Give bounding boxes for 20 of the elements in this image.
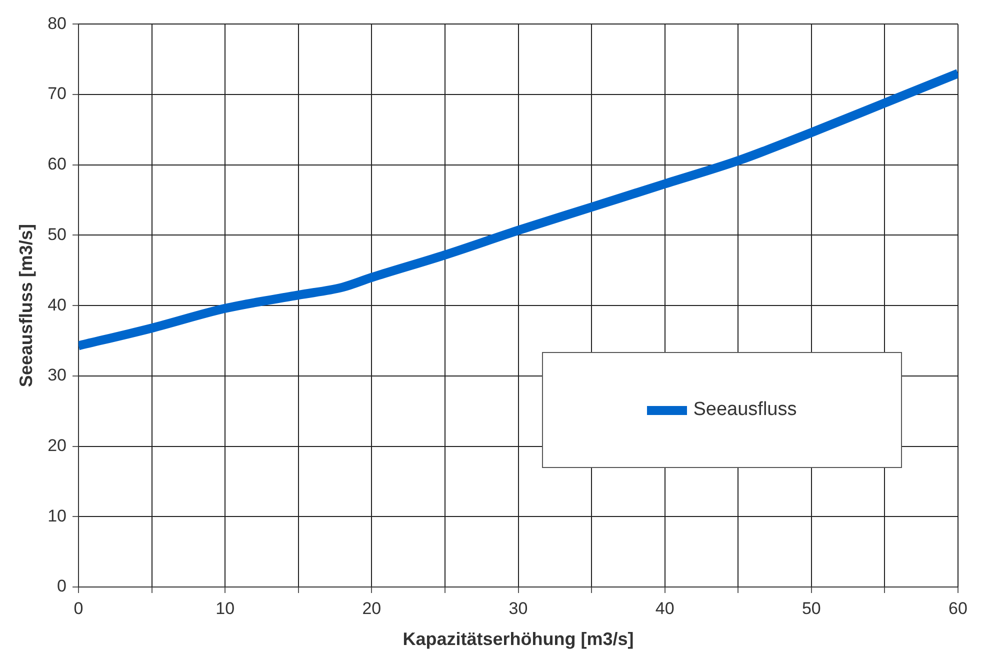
y-tick-label: 40 [48,295,67,314]
x-tick-label: 20 [362,598,382,618]
x-tick-label: 0 [74,598,84,618]
y-tick-label: 0 [57,576,67,596]
legend-label: Seeausfluss [693,399,797,421]
y-tick-label: 10 [48,506,67,526]
y-tick-label: 30 [48,366,67,385]
x-tick-label: 10 [216,598,235,618]
x-tick-label: 60 [948,598,968,618]
y-axis-title: Seeausfluss [m3/s] [16,224,36,388]
y-tick-label: 60 [48,154,67,174]
x-tick-label: 40 [655,598,674,618]
y-tick-label: 20 [48,436,67,455]
y-tick-label: 80 [48,14,67,33]
x-axis-title: Kapazitätserhöhung [m3/s] [402,629,634,650]
y-tick-label: 70 [48,84,67,104]
legend-box: Seeausfluss [542,352,902,468]
x-tick-label: 50 [802,598,821,618]
y-tick-label: 50 [48,224,67,244]
x-tick-label: 30 [508,598,528,618]
